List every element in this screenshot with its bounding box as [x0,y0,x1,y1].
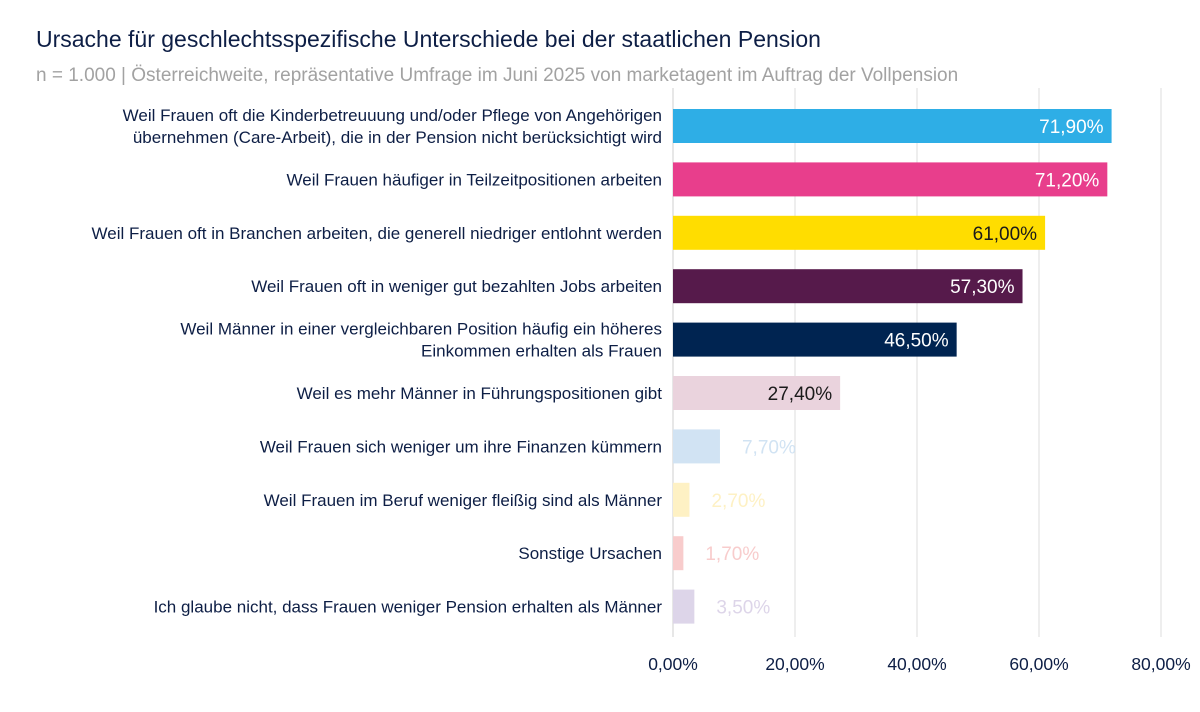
x-tick-label-3: 60,00% [1009,654,1068,674]
category-label-2: Weil Frauen häufiger in Teilzeitposition… [287,170,663,189]
category-label-9: Sonstige Ursachen [518,544,662,563]
bar-10 [673,589,695,624]
category-label-6: Weil es mehr Männer in Führungspositione… [297,384,663,403]
bar-1 [673,109,1112,143]
category-label-4: Weil Frauen oft in weniger gut bezahlten… [251,277,662,296]
category-label-5-line-2: Einkommen erhalten als Frauen [421,342,662,361]
category-label-7: Weil Frauen sich weniger um ihre Finanze… [260,437,662,456]
value-labels: 71,90% 71,20% 61,00% 57,30% 46,50% 27,40% 7,70… [705,117,1103,619]
value-label-1: 71,90% [1039,117,1104,138]
value-label-3: 61,00% [973,224,1038,245]
category-label-1-line-2: übernehmen (Care-Arbeit), die in der Pen… [133,128,662,147]
bars [673,109,1112,624]
bar-6 [673,376,841,410]
category-label-5-line-1: Weil Männer in einer vergleichbaren Posi… [180,320,662,339]
chart-subtitle: n = 1.000 | Österreichweite, repräsentat… [36,65,959,86]
bar-7 [673,429,720,464]
value-label-9: 1,70% [705,544,759,565]
bar-8 [673,482,690,517]
value-label-5: 46,50% [884,331,949,352]
x-tick-label-4: 80,00% [1131,654,1190,674]
bar-5 [673,322,957,357]
category-label-10: Ich glaube nicht, dass Frauen weniger Pe… [154,598,663,617]
value-label-10: 3,50% [716,598,770,619]
bar-3 [673,215,1046,250]
category-labels: Weil Frauen oft die Kinderbetreuuung und… [92,106,663,617]
chart-title: Ursache für geschlechtsspezifische Unter… [36,26,821,52]
bar-9 [673,536,684,571]
x-tick-label-2: 40,00% [887,654,946,674]
value-label-2: 71,20% [1035,170,1100,191]
bar-4 [673,269,1023,304]
category-label-3: Weil Frauen oft in Branchen arbeiten, di… [92,224,662,243]
value-label-6: 27,40% [768,384,833,405]
x-axis-ticks: 0,00% 20,00% 40,00% 60,00% 80,00% [648,654,1190,674]
x-tick-label-0: 0,00% [648,654,698,674]
value-label-7: 7,70% [742,437,796,458]
value-label-4: 57,30% [950,277,1015,298]
category-label-1-line-1: Weil Frauen oft die Kinderbetreuuung und… [123,106,662,125]
bar-2 [673,162,1108,197]
x-tick-label-1: 20,00% [765,654,824,674]
category-label-8: Weil Frauen im Beruf weniger fleißig sin… [264,491,663,510]
value-label-8: 2,70% [711,491,765,512]
